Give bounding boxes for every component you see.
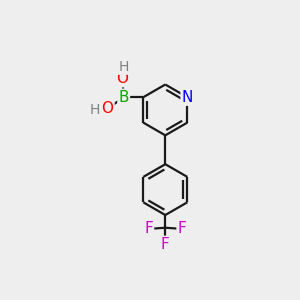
Text: O: O (116, 71, 128, 86)
Text: H: H (118, 60, 129, 74)
Text: H: H (90, 103, 100, 117)
Text: F: F (178, 221, 186, 236)
Text: F: F (161, 237, 170, 252)
Text: O: O (101, 101, 113, 116)
Text: F: F (144, 221, 153, 236)
Text: N: N (182, 90, 193, 105)
Text: B: B (118, 90, 129, 105)
